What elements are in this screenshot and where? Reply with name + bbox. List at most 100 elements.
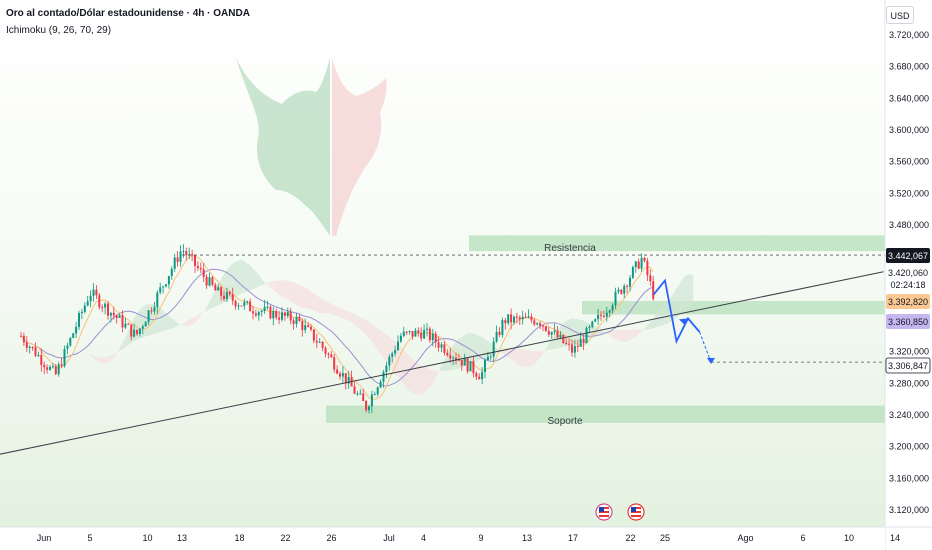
tenkan-path (20, 254, 654, 400)
candle-body (521, 316, 524, 320)
cloud-segment (295, 283, 299, 307)
cloud-segment (681, 276, 685, 314)
cloud-segment (687, 274, 691, 310)
cloud-segment (545, 344, 549, 351)
candle-body (579, 339, 582, 347)
cloud-segment (574, 318, 578, 344)
candle-body (315, 340, 318, 343)
cloud-segment (208, 297, 212, 310)
candle-body (170, 268, 173, 277)
support-zone (326, 405, 885, 423)
cloud-segment (440, 360, 444, 372)
candle-body (60, 364, 63, 367)
cloud-segment (168, 315, 172, 330)
kijun-path (20, 268, 654, 387)
candle-body (510, 314, 513, 323)
cloud-segment (290, 281, 293, 303)
cloud-segment (652, 314, 656, 329)
candle-body (455, 357, 457, 360)
cloud-segment (525, 349, 528, 368)
candle-body (498, 331, 501, 335)
cloud-segment (530, 350, 534, 367)
candle-body (640, 257, 643, 269)
cloud-segment (420, 364, 424, 395)
candle-body (92, 289, 95, 296)
cloud-segment (426, 367, 430, 391)
cloud-segment (87, 353, 90, 355)
candle-body (231, 294, 234, 301)
candle-body (153, 307, 156, 312)
x-tick-label: Jun (37, 533, 52, 543)
candle-body (597, 314, 600, 320)
candle-body (594, 319, 597, 322)
candle-body (385, 365, 388, 373)
cloud-segment (638, 329, 641, 335)
candle-body (568, 343, 571, 345)
cloud-segment (322, 298, 325, 314)
candle-body (118, 315, 121, 318)
candle-body (257, 312, 260, 316)
x-tick-label: 4 (421, 533, 426, 543)
cloud-segment (385, 333, 389, 365)
cloud-segment (339, 307, 343, 319)
candle-body (269, 306, 272, 319)
cloud-segment (380, 329, 383, 358)
candle-body (205, 276, 208, 286)
candle-body (196, 265, 199, 269)
cloud-segment (629, 329, 633, 341)
indicator-legend[interactable]: Ichimoku (9, 26, 70, 29) (6, 25, 112, 36)
cloud-segment (661, 305, 665, 327)
candle-body (562, 334, 565, 343)
candle-body (542, 325, 544, 327)
candle-body (199, 268, 202, 270)
cloud-segment (469, 333, 473, 364)
price-axis[interactable] (885, 0, 932, 550)
candle-body (585, 328, 588, 344)
currency-button[interactable]: USD (886, 6, 914, 24)
candle-body (437, 342, 440, 348)
cloud-segment (92, 355, 96, 361)
candle-body (391, 353, 394, 357)
symbol-title[interactable]: Oro al contado/Dólar estadounidense · 4h… (6, 8, 250, 19)
cloud-segment (275, 280, 279, 294)
cloud-segment (246, 263, 250, 292)
candle-body (272, 311, 275, 319)
cloud-segment (423, 366, 427, 394)
cloud-segment (614, 330, 618, 341)
candle-body (176, 257, 179, 262)
candle-body (295, 316, 298, 324)
candle-body (136, 329, 138, 335)
candle-body (37, 355, 40, 357)
candle-body (260, 310, 263, 313)
cloud-segment (417, 362, 421, 395)
time-axis[interactable] (0, 527, 885, 550)
support-price-tag (885, 357, 931, 374)
cloud-segment (255, 271, 259, 289)
cloud-segment (635, 329, 639, 338)
candle-body (185, 251, 188, 256)
cloud-segment (301, 285, 305, 309)
cloud-segment (107, 355, 111, 363)
kijun-line (20, 268, 654, 387)
candle-body (252, 311, 254, 314)
cloud-segment (116, 349, 119, 355)
x-tick-label: 10 (844, 533, 854, 543)
candle-body (559, 334, 562, 338)
candle-body (553, 330, 556, 332)
cloud-segment (98, 357, 102, 364)
cloud-segment (63, 339, 67, 343)
cloud-segment (597, 327, 601, 336)
us-flag-event-icon[interactable] (595, 503, 613, 521)
support-label: Soporte (547, 416, 582, 427)
cloud-segment (356, 315, 360, 330)
candle-body (83, 305, 86, 312)
candle-body (629, 277, 631, 287)
projection-dashed-path (699, 331, 712, 363)
cloud-segment (678, 280, 682, 316)
candle-body (281, 312, 283, 320)
cloud-segment (348, 311, 351, 322)
x-tick-label: 13 (522, 533, 532, 543)
candle-body (359, 393, 362, 395)
us-flag-event-icon[interactable] (627, 503, 645, 521)
candle-body (121, 315, 124, 328)
